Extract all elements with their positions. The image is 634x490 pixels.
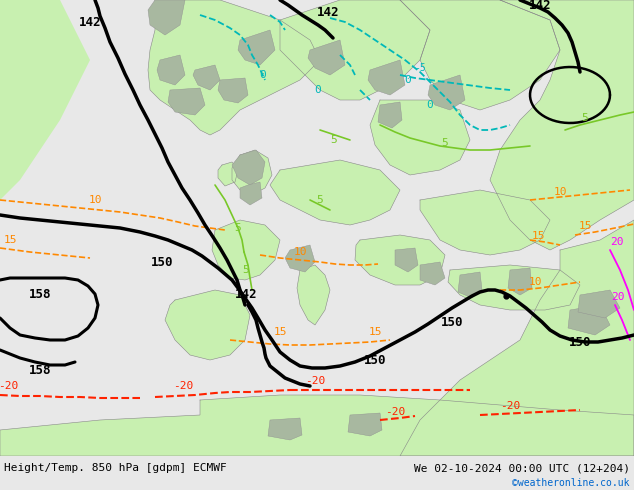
- Text: -5: -5: [414, 63, 426, 73]
- Text: 0: 0: [404, 75, 411, 85]
- Polygon shape: [168, 88, 205, 115]
- Polygon shape: [193, 65, 220, 90]
- Text: -20: -20: [305, 376, 325, 386]
- Text: 5: 5: [330, 135, 337, 145]
- Polygon shape: [355, 235, 445, 285]
- Text: 10: 10: [294, 247, 307, 257]
- Polygon shape: [157, 55, 185, 85]
- Polygon shape: [297, 265, 330, 325]
- Polygon shape: [218, 162, 238, 186]
- Text: 0: 0: [260, 70, 266, 80]
- Polygon shape: [238, 30, 275, 65]
- Text: 158: 158: [29, 289, 51, 301]
- Polygon shape: [232, 150, 272, 195]
- Polygon shape: [268, 418, 302, 440]
- Text: -20: -20: [0, 381, 18, 391]
- Text: 5: 5: [442, 138, 448, 148]
- Polygon shape: [148, 0, 320, 135]
- Polygon shape: [400, 0, 560, 110]
- Polygon shape: [448, 265, 580, 310]
- Text: 0: 0: [427, 100, 434, 110]
- Text: -20: -20: [173, 381, 193, 391]
- Polygon shape: [232, 150, 265, 185]
- Polygon shape: [348, 413, 382, 436]
- Polygon shape: [458, 272, 482, 298]
- Polygon shape: [270, 160, 400, 225]
- Text: 15: 15: [368, 327, 382, 337]
- Text: Height/Temp. 850 hPa [gdpm] ECMWF: Height/Temp. 850 hPa [gdpm] ECMWF: [4, 463, 227, 473]
- Text: 10: 10: [88, 195, 101, 205]
- Text: 5: 5: [581, 113, 588, 123]
- Text: 15: 15: [578, 221, 592, 231]
- Polygon shape: [165, 290, 250, 360]
- Text: 0: 0: [314, 85, 321, 95]
- Polygon shape: [508, 268, 532, 295]
- Polygon shape: [280, 0, 430, 100]
- Text: 20: 20: [611, 237, 624, 247]
- Polygon shape: [148, 0, 185, 35]
- Polygon shape: [578, 290, 620, 318]
- Text: 15: 15: [531, 231, 545, 241]
- Polygon shape: [212, 220, 280, 280]
- Polygon shape: [285, 245, 315, 272]
- Text: ©weatheronline.co.uk: ©weatheronline.co.uk: [512, 478, 630, 488]
- Polygon shape: [308, 40, 345, 75]
- Polygon shape: [420, 262, 445, 285]
- Text: 20: 20: [611, 292, 624, 302]
- Polygon shape: [0, 0, 50, 80]
- Polygon shape: [0, 395, 634, 456]
- Text: 150: 150: [441, 316, 463, 328]
- Text: 150: 150: [151, 255, 173, 269]
- Text: -20: -20: [385, 407, 405, 417]
- Text: 158: 158: [29, 364, 51, 376]
- Polygon shape: [428, 75, 465, 110]
- Text: We 02-10-2024 00:00 UTC (12+204): We 02-10-2024 00:00 UTC (12+204): [414, 463, 630, 473]
- Text: 10: 10: [553, 187, 567, 197]
- Text: -20: -20: [500, 401, 520, 411]
- Text: 142: 142: [317, 5, 339, 19]
- Polygon shape: [420, 190, 550, 255]
- Polygon shape: [400, 220, 634, 456]
- Polygon shape: [568, 305, 610, 335]
- Polygon shape: [218, 78, 248, 103]
- Text: 150: 150: [569, 336, 592, 348]
- Polygon shape: [378, 102, 402, 128]
- Text: 150: 150: [364, 353, 386, 367]
- Polygon shape: [0, 0, 90, 200]
- Text: 5: 5: [316, 195, 323, 205]
- Text: 142: 142: [79, 16, 101, 28]
- Text: 15: 15: [3, 235, 16, 245]
- Polygon shape: [490, 0, 634, 250]
- Text: 5: 5: [235, 223, 242, 233]
- Polygon shape: [370, 100, 470, 175]
- Text: 15: 15: [273, 327, 287, 337]
- Polygon shape: [240, 182, 262, 205]
- Text: 5: 5: [243, 265, 249, 275]
- Polygon shape: [368, 60, 405, 95]
- Text: 142: 142: [235, 289, 257, 301]
- Text: 10: 10: [528, 277, 541, 287]
- Polygon shape: [395, 248, 418, 272]
- Text: 142: 142: [529, 0, 551, 11]
